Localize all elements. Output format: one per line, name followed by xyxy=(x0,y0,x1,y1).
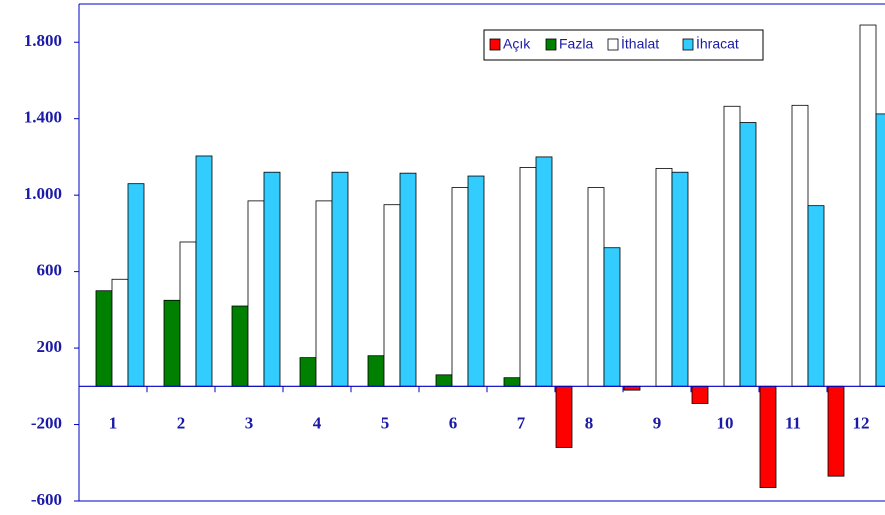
bar xyxy=(231,305,249,387)
x-tick-label: 11 xyxy=(785,413,801,432)
bar xyxy=(875,113,885,387)
x-tick-label: 6 xyxy=(449,413,458,432)
bar xyxy=(535,156,553,387)
x-tick-label: 7 xyxy=(517,413,526,432)
bar xyxy=(399,172,417,387)
legend-label: İhracat xyxy=(696,35,739,52)
y-tick-label: -600 xyxy=(31,490,62,509)
bar xyxy=(807,205,825,387)
x-tick-label: 1 xyxy=(109,413,118,432)
legend-swatch xyxy=(545,38,557,51)
legend-label: Açık xyxy=(503,36,531,52)
bar xyxy=(759,385,777,489)
bar xyxy=(195,155,213,387)
y-tick-label: 1.000 xyxy=(24,184,62,203)
bar xyxy=(555,385,573,448)
x-tick-label: 8 xyxy=(585,413,594,432)
y-tick-label: 200 xyxy=(37,337,63,356)
bar xyxy=(247,200,265,387)
bar xyxy=(739,122,757,387)
bar xyxy=(163,299,181,387)
bar xyxy=(655,167,673,387)
bar xyxy=(791,104,809,387)
bar xyxy=(367,355,385,387)
legend-swatch xyxy=(489,38,501,51)
bar xyxy=(603,247,621,387)
y-tick-label: 600 xyxy=(37,261,63,280)
bar xyxy=(127,183,145,387)
bar xyxy=(467,175,485,387)
legend-label: Fazla xyxy=(559,36,593,52)
bar xyxy=(95,290,113,387)
bar xyxy=(671,171,689,387)
bar xyxy=(827,385,845,477)
legend-label: İthalat xyxy=(621,35,659,52)
bar xyxy=(519,167,537,387)
x-tick-label: 5 xyxy=(381,413,390,432)
legend-swatch xyxy=(682,38,694,51)
x-tick-label: 2 xyxy=(177,413,186,432)
bar xyxy=(503,377,521,387)
x-tick-label: 9 xyxy=(653,413,662,432)
bar xyxy=(859,24,877,387)
y-tick-label: 1.800 xyxy=(24,31,62,50)
bar xyxy=(587,187,605,387)
bar xyxy=(315,200,333,387)
bar xyxy=(299,357,317,387)
x-tick-label: 10 xyxy=(717,413,734,432)
bar xyxy=(383,204,401,387)
bar xyxy=(723,105,741,387)
bar xyxy=(331,171,349,387)
y-tick-label: 1.400 xyxy=(24,108,62,127)
x-tick-label: 4 xyxy=(313,413,322,432)
bar xyxy=(435,374,453,387)
bar xyxy=(111,278,129,387)
legend-swatch xyxy=(607,38,619,51)
bar xyxy=(263,171,281,387)
x-tick-label: 3 xyxy=(245,413,254,432)
bar xyxy=(179,241,197,387)
legend-box xyxy=(483,29,764,61)
bar xyxy=(451,187,469,387)
y-tick-label: -200 xyxy=(31,413,62,432)
bar xyxy=(691,385,709,404)
x-tick-label: 12 xyxy=(853,413,870,432)
